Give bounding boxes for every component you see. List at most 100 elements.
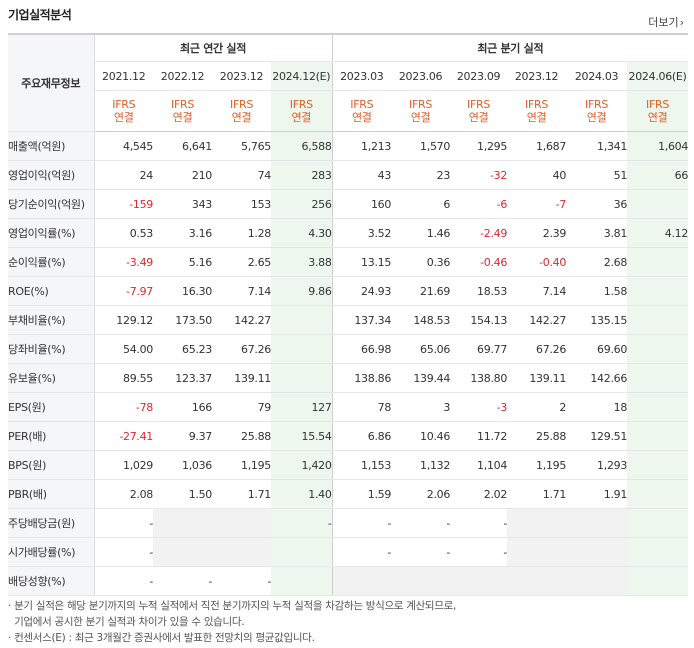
table-cell <box>271 334 333 364</box>
period-header: 2023.06 <box>391 61 451 91</box>
table-cell: 2 <box>507 392 566 422</box>
row-label: 부채비율(%) <box>8 305 95 335</box>
table-cell: 25.88 <box>507 421 566 451</box>
table-row: 당좌비율(%) 54.00 65.23 67.26 66.98 65.06 69.77 67.… <box>8 334 689 364</box>
table-cell: - <box>212 566 271 596</box>
accounting-standard: IFRS 연결 <box>391 90 451 132</box>
table-cell: 13.15 <box>332 247 391 277</box>
more-link[interactable]: 더보기› <box>648 14 684 30</box>
table-cell: 142.27 <box>507 305 566 335</box>
table-cell <box>627 305 689 335</box>
row-label: 순이익률(%) <box>8 247 95 277</box>
table-cell: -0.46 <box>450 247 507 277</box>
table-cell: - <box>271 508 333 538</box>
table-cell <box>153 508 212 538</box>
table-cell <box>507 508 567 538</box>
table-cell: 129.12 <box>94 305 153 335</box>
table-cell: 78 <box>332 392 391 422</box>
table-cell <box>627 363 689 393</box>
table-cell: - <box>391 508 450 538</box>
table-row: 유보율(%) 89.55 123.37 139.11 138.86 139.44 138.8… <box>8 363 689 393</box>
table-cell: 2.39 <box>507 218 566 248</box>
table-cell: 160 <box>332 189 391 219</box>
table-cell: 2.06 <box>391 479 450 509</box>
accounting-standard: IFRS 연결 <box>507 90 567 132</box>
ifrs-label: IFRS <box>112 98 136 111</box>
table-cell <box>627 276 689 306</box>
table-cell: 5,765 <box>212 131 271 161</box>
table-cell: 1.46 <box>391 218 450 248</box>
table-cell: 137.34 <box>332 305 391 335</box>
consolidated-label: 연결 <box>172 111 193 124</box>
table-cell <box>271 305 333 335</box>
table-cell: 139.11 <box>507 363 566 393</box>
table-cell: 1,295 <box>450 131 507 161</box>
period-header: 2023.12 <box>212 61 271 91</box>
consolidated-label: 연결 <box>647 111 668 124</box>
table-row: PER(배) -27.41 9.37 25.88 15.54 6.86 10.46 11.72… <box>8 421 689 451</box>
table-cell: 1,153 <box>332 450 391 480</box>
row-label: 영업이익(억원) <box>8 160 95 190</box>
table-cell <box>450 566 508 596</box>
table-cell: 67.26 <box>507 334 566 364</box>
consolidated-label: 연결 <box>410 111 431 124</box>
row-label: BPS(원) <box>8 450 95 480</box>
table-cell: 6.86 <box>332 421 391 451</box>
table-cell: 3.81 <box>566 218 627 248</box>
table-row: 배당성향(%) - - - <box>8 566 689 596</box>
table-cell: 1.71 <box>212 479 271 509</box>
table-cell: 139.44 <box>391 363 450 393</box>
table-cell: 4.30 <box>271 218 333 248</box>
table-row: BPS(원) 1,029 1,036 1,195 1,420 1,153 1,132 1,10… <box>8 450 689 480</box>
period-header: 2022.12 <box>153 61 212 91</box>
table-cell: 135.15 <box>566 305 627 335</box>
chevron-right-icon: › <box>679 16 684 29</box>
table-cell <box>627 479 689 509</box>
table-cell: 2.65 <box>212 247 271 277</box>
table-cell: 69.60 <box>566 334 627 364</box>
table-cell: 7.14 <box>212 276 271 306</box>
table-row: ROE(%) -7.97 16.30 7.14 9.86 24.93 21.69 18.53 7… <box>8 276 689 306</box>
table-cell <box>153 537 212 567</box>
table-cell: 40 <box>507 160 566 190</box>
table-cell: 54.00 <box>94 334 153 364</box>
ifrs-label: IFRS <box>171 98 194 111</box>
table-cell: - <box>94 508 153 538</box>
table-cell: 3.16 <box>153 218 212 248</box>
table-cell: 25.88 <box>212 421 271 451</box>
table-cell: 127 <box>271 392 333 422</box>
table-cell: 15.54 <box>271 421 333 451</box>
table-cell: - <box>450 537 507 567</box>
table-cell: 18.53 <box>450 276 507 306</box>
ifrs-label: IFRS <box>350 98 374 111</box>
table-cell: 1,132 <box>391 450 450 480</box>
more-label: 더보기 <box>648 16 679 29</box>
table-cell: 1.58 <box>566 276 627 306</box>
table-cell: 66 <box>627 160 688 190</box>
table-cell: 10.46 <box>391 421 450 451</box>
table-cell: 11.72 <box>450 421 507 451</box>
ifrs-label: IFRS <box>467 98 491 111</box>
table-cell: 343 <box>153 189 212 219</box>
table-cell: 1,604 <box>627 131 688 161</box>
table-cell <box>627 537 689 567</box>
row-label: EPS(원) <box>8 392 95 422</box>
table-cell: 1,195 <box>507 450 566 480</box>
table-cell <box>627 189 689 219</box>
table-cell: 1,029 <box>94 450 153 480</box>
table-cell: 1.50 <box>153 479 212 509</box>
table-cell <box>332 566 392 596</box>
table-cell: 4.12 <box>627 218 688 248</box>
table-cell: 43 <box>332 160 391 190</box>
table-cell <box>391 566 451 596</box>
table-cell: 89.55 <box>94 363 153 393</box>
financial-table: 주요재무정보 최근 연간 실적 최근 분기 실적 2021.12 2022.12 2… <box>8 33 688 596</box>
period-header: 2023.12 <box>507 61 567 91</box>
row-label: 유보율(%) <box>8 363 95 393</box>
ifrs-label: IFRS <box>409 98 433 111</box>
table-cell: 3 <box>391 392 450 422</box>
table-cell: -7.97 <box>94 276 153 306</box>
accounting-standard: IFRS 연결 <box>94 90 153 132</box>
table-cell <box>271 363 333 393</box>
